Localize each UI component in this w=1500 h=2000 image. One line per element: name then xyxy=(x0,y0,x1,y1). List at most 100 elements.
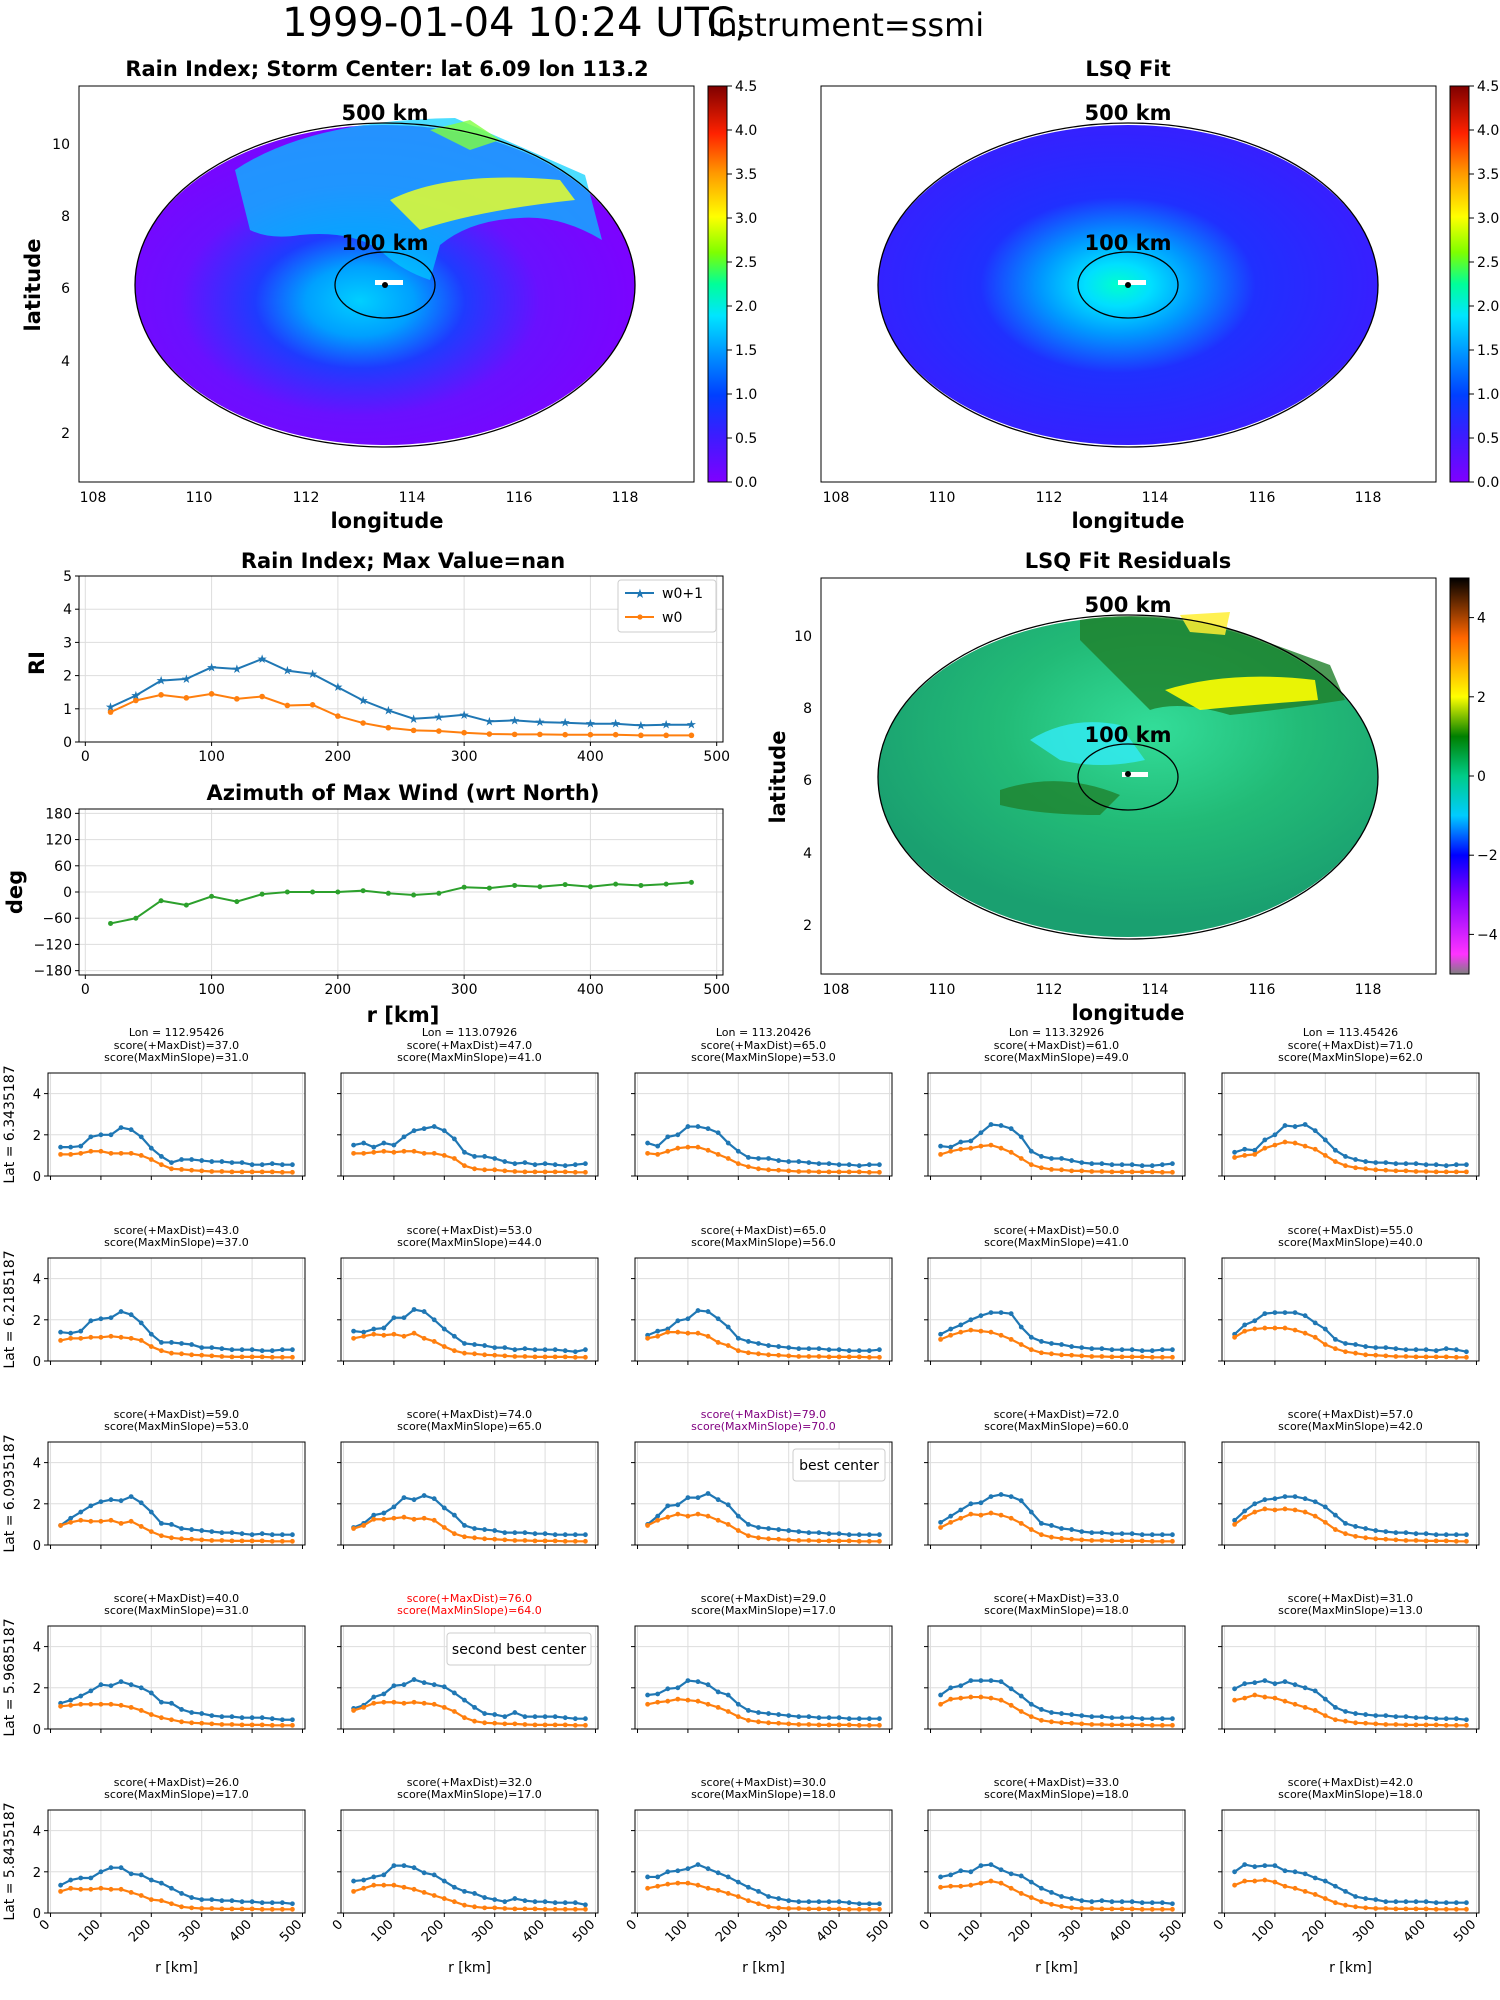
w0p1-point xyxy=(685,1124,691,1129)
w0p1-point xyxy=(988,1862,994,1867)
w0-point xyxy=(1129,1354,1135,1360)
panel-r2-c2: score(+MaxDist)=53.0score(MaxMinSlope)=4… xyxy=(337,1224,599,1365)
ytick-label: 0 xyxy=(33,1539,41,1554)
w0p1-point xyxy=(1272,1132,1278,1138)
w0p1-point xyxy=(655,1874,661,1880)
w0-point xyxy=(1453,1906,1459,1912)
w0p1-point xyxy=(1099,1530,1105,1536)
w0p1-point xyxy=(1008,1686,1014,1692)
w0p1-point xyxy=(998,1492,1004,1497)
w0-point xyxy=(675,1145,681,1151)
map-fit-xlabel: longitude xyxy=(1071,509,1184,533)
w0p1-point xyxy=(421,1126,427,1132)
w0p1-point: ★ xyxy=(535,715,546,729)
ring-100km xyxy=(1077,743,1179,811)
w0p1-point xyxy=(1433,1900,1439,1906)
w0p1-point xyxy=(249,1715,255,1721)
w0p1-point xyxy=(695,1124,701,1129)
w0-point xyxy=(1353,1904,1358,1910)
w0-point xyxy=(1312,1708,1318,1713)
w0p1-point xyxy=(512,1896,518,1901)
w0p1-point xyxy=(836,1899,842,1905)
w0p1-point xyxy=(148,1690,154,1696)
w0p1-point xyxy=(1038,1707,1044,1712)
w0p1-point xyxy=(1272,1496,1278,1502)
w0-point xyxy=(199,1906,205,1911)
w0p1-point xyxy=(189,1527,195,1532)
w0p1-point xyxy=(1262,1863,1268,1869)
w0-point xyxy=(259,1169,265,1175)
w0-point xyxy=(695,1882,701,1888)
w0p1-point xyxy=(492,1345,498,1351)
w0p1-point xyxy=(1383,1899,1389,1905)
w0-point xyxy=(978,1328,984,1334)
w0-point xyxy=(108,1886,114,1892)
w0-point xyxy=(958,1695,964,1701)
w0-point xyxy=(766,1352,771,1358)
ri-chart-ylabel: RI xyxy=(25,651,49,675)
w0-point xyxy=(1139,1538,1145,1544)
w0-point xyxy=(856,1538,862,1544)
w0p1-point xyxy=(756,1888,761,1894)
xtick-label: 200 xyxy=(419,1917,447,1945)
w0p1-point xyxy=(745,1708,751,1713)
w0p1-point xyxy=(665,1134,671,1140)
w0p1-point xyxy=(421,1870,427,1876)
w0-point xyxy=(1109,1722,1115,1728)
w0p1-point xyxy=(189,1895,195,1900)
w0-point xyxy=(269,1538,275,1544)
w0p1-point xyxy=(98,1869,104,1875)
w0-point xyxy=(766,1904,771,1910)
w0p1-point xyxy=(279,1717,285,1723)
w0-point xyxy=(735,1528,741,1533)
w0-point xyxy=(1252,1509,1258,1515)
axes-border xyxy=(47,1072,306,1177)
w0p1-point xyxy=(249,1532,255,1538)
w0p1-point xyxy=(381,1140,387,1146)
legend-marker-star: ★ xyxy=(634,587,646,602)
w0p1-point xyxy=(179,1891,184,1896)
w0p1-point xyxy=(583,1532,588,1538)
w0p1-point xyxy=(58,1329,63,1335)
w0-point xyxy=(735,1894,741,1899)
azimuth-point xyxy=(234,899,240,905)
w0p1-point xyxy=(958,1507,964,1513)
w0-point xyxy=(978,1512,984,1518)
w0-point xyxy=(1292,1140,1298,1146)
w0p1-point: ★ xyxy=(433,710,444,724)
colorbar-tick-label: 4.5 xyxy=(1477,79,1499,95)
w0-point xyxy=(1028,1895,1034,1900)
ri-chart-legend: ★ w0+1 w0 xyxy=(617,579,717,633)
w0-point xyxy=(665,1514,671,1520)
w0-point xyxy=(441,1344,447,1349)
w0p1-point xyxy=(1089,1530,1095,1536)
w0p1-point xyxy=(1282,1679,1288,1685)
w0p1-point xyxy=(1149,1163,1155,1169)
w0p1-point xyxy=(199,1897,205,1903)
map-fit-colorbar-ticks: 0.00.51.01.52.02.53.03.54.04.5 xyxy=(1469,79,1499,491)
w0-point xyxy=(1018,1520,1024,1526)
xtick: 110 xyxy=(929,982,956,998)
w0-point xyxy=(361,1523,367,1528)
w0p1-point xyxy=(1373,1528,1379,1533)
colorbar-tick-label: 4.0 xyxy=(1477,123,1499,139)
w0p1-point: ★ xyxy=(156,674,167,688)
w0-point xyxy=(138,1524,144,1529)
w0p1-point xyxy=(1242,1681,1248,1687)
w0-point xyxy=(1109,1354,1115,1360)
w0p1-point xyxy=(735,1701,741,1707)
w0p1-point xyxy=(1049,1710,1054,1715)
w0-point xyxy=(1089,1722,1095,1727)
w0p1-point xyxy=(512,1710,518,1715)
w0-point xyxy=(998,1145,1004,1151)
w0p1-point xyxy=(725,1502,731,1508)
w0p1-point xyxy=(978,1863,984,1869)
w0-point xyxy=(958,1515,964,1521)
w0-point xyxy=(675,1511,681,1517)
w0p1-point xyxy=(705,1309,711,1314)
w0p1-point xyxy=(856,1901,862,1907)
best-center-label: best center xyxy=(799,1458,879,1474)
axes-frame xyxy=(47,1809,306,1914)
col-title: Lon = 113.20426 xyxy=(716,1026,811,1039)
